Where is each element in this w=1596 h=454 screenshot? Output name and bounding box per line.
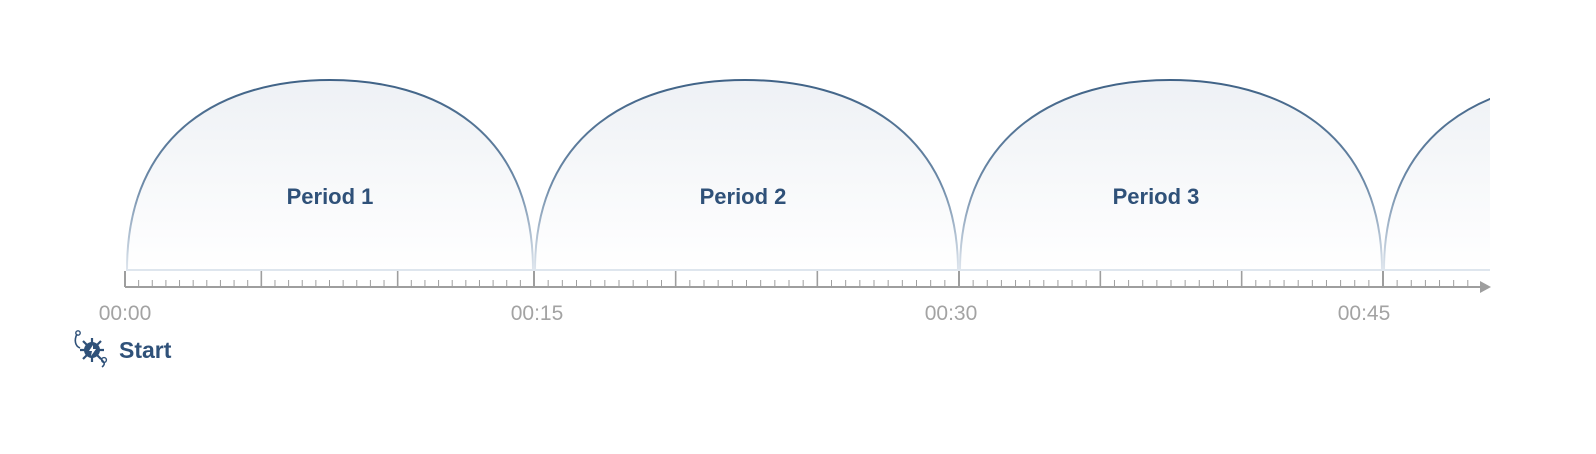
period-3-label: Period 3 [1113, 184, 1200, 209]
period-arcs: Period 1 Period 2 Period 3 [125, 78, 1490, 271]
period-3-arc [958, 78, 1384, 271]
period-1-arc [125, 78, 535, 271]
period-3: Period 3 [958, 78, 1384, 271]
period-4-arc [1382, 97, 1490, 271]
start-label: Start [119, 337, 172, 363]
period-2: Period 2 [533, 78, 960, 271]
time-label-0015: 00:15 [511, 302, 564, 325]
time-labels: 00:00 00:15 00:30 00:45 [99, 302, 1391, 325]
period-2-arc [533, 78, 960, 271]
start-marker: Start [74, 330, 172, 368]
time-axis [124, 271, 1491, 293]
virus-bug-icon [74, 330, 108, 368]
time-label-0030: 00:30 [925, 302, 978, 325]
period-4 [1382, 97, 1490, 271]
period-1: Period 1 [125, 78, 535, 271]
axis-ticks [124, 271, 1469, 287]
period-1-label: Period 1 [287, 184, 374, 209]
axis-arrow-icon [1480, 281, 1491, 293]
time-label-0045: 00:45 [1338, 302, 1391, 325]
period-2-label: Period 2 [700, 184, 787, 209]
time-label-0000: 00:00 [99, 302, 152, 325]
